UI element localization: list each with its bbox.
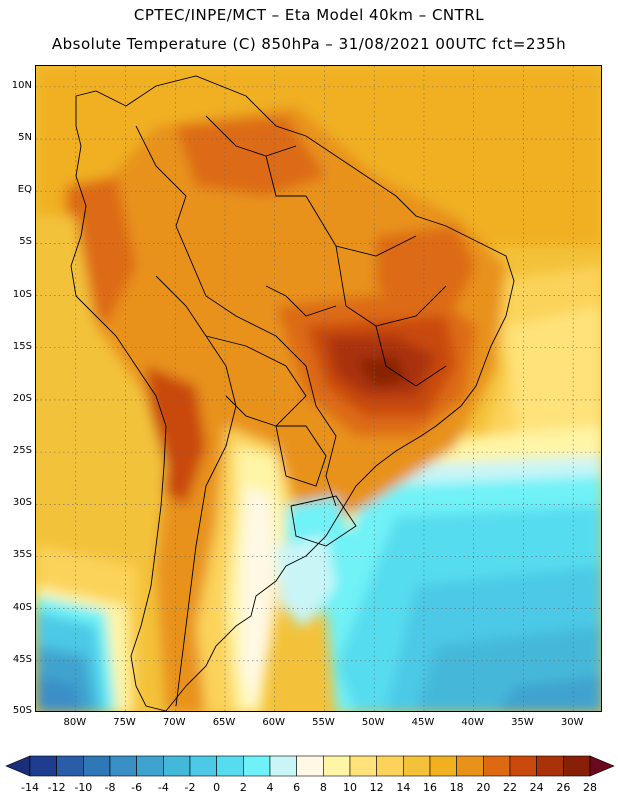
colorbar-label: 12: [370, 781, 384, 794]
latitude-label: 50S: [12, 705, 32, 716]
longitude-label: 50W: [361, 717, 385, 728]
colorbar-swatch: [403, 755, 431, 777]
latitude-label: 10N: [11, 79, 32, 91]
border-andes: [155, 275, 237, 707]
colorbar-swatch: [136, 755, 164, 777]
colorbar-swatch: [323, 755, 351, 777]
longitude-label: 65W: [212, 717, 236, 728]
longitude-label: 70W: [162, 717, 186, 728]
border-brazil-west: [175, 225, 337, 507]
colorbar-swatch: [456, 755, 484, 777]
latitude-label: 20S: [12, 392, 32, 404]
colorbar-swatch: [429, 755, 457, 777]
map-canvas: [36, 66, 601, 711]
temperature-map: [35, 65, 602, 712]
border-north-3: [265, 155, 306, 197]
border-bolivia: [205, 335, 307, 427]
colorbar-swatch: [56, 755, 84, 777]
colorbar-label: 14: [396, 781, 410, 794]
colorbar-swatch: [29, 755, 57, 777]
colorbar-label: -4: [158, 781, 169, 794]
longitude-label: 30W: [560, 717, 584, 728]
colorbar-label: 4: [267, 781, 274, 794]
colorbar-swatch: [349, 755, 377, 777]
border-uruguay: [290, 495, 357, 547]
colorbar-swatch: [216, 755, 244, 777]
colorbar-swatch: [163, 755, 191, 777]
colorbar-swatch: [109, 755, 137, 777]
colorbar-swatch: [563, 755, 591, 777]
colorbar-label: 10: [343, 781, 357, 794]
colorbar-label: 28: [583, 781, 597, 794]
latitude-label: 25S: [12, 445, 32, 457]
colorbar-low-arrow: [5, 755, 31, 777]
colorbar-swatch: [376, 755, 404, 777]
colorbar-label: 18: [450, 781, 464, 794]
border-brazil-states-4: [265, 285, 337, 317]
colorbar-label: 8: [320, 781, 327, 794]
longitude-label: 35W: [511, 717, 534, 728]
colorbar-label: -6: [131, 781, 142, 794]
colorbar-high-arrow: [589, 755, 615, 777]
colorbar-label: -10: [74, 781, 92, 794]
colorbar-swatch: [509, 755, 537, 777]
colorbar-label: 20: [476, 781, 490, 794]
chart-subtitle: Absolute Temperature (C) 850hPa – 31/08/…: [51, 35, 567, 53]
colorbar: -14 -12 -10 -8 -6 -4 -2 0 2 4 6 8 10 12 14 16 18 20 22 24 26…: [5, 755, 615, 794]
longitude-label: 80W: [63, 717, 87, 728]
latitude-label: 5N: [18, 132, 32, 144]
colorbar-swatch: [83, 755, 111, 777]
colorbar-swatch: [269, 755, 297, 777]
colorbar-label: 22: [503, 781, 517, 794]
latitude-label: 15S: [12, 340, 32, 352]
border-north-2: [135, 125, 187, 227]
border-north-1: [205, 115, 297, 157]
latitude-label: 45S: [12, 653, 32, 665]
colorbar-label: 6: [293, 781, 300, 794]
longitude-label: 55W: [312, 717, 335, 728]
latitude-label: 5S: [19, 236, 32, 248]
longitude-label: 60W: [262, 717, 286, 728]
colorbar-swatch: [296, 755, 324, 777]
latitude-label: EQ: [17, 184, 32, 196]
colorbar-label: -14: [21, 781, 39, 794]
colorbar-swatch: [483, 755, 511, 777]
latitude-label: 30S: [12, 497, 32, 509]
graticule: [36, 66, 601, 711]
colorbar-label: -8: [105, 781, 116, 794]
longitude-label: 40W: [461, 717, 484, 728]
colorbar-label: 0: [213, 781, 220, 794]
country-borders: [70, 75, 515, 711]
chart-title: CPTEC/INPE/MCT – Eta Model 40km – CNTRL: [133, 6, 485, 24]
colorbar-label: -12: [48, 781, 66, 794]
south-america-coastline: [70, 75, 515, 711]
longitude-label: 75W: [113, 717, 136, 728]
latitude-label: 10S: [12, 288, 32, 300]
longitude-label: 45W: [411, 717, 435, 728]
border-brazil-states-3: [375, 325, 447, 387]
colorbar-label: 26: [556, 781, 570, 794]
border-paraguay: [275, 425, 327, 487]
colorbar-label: 24: [530, 781, 544, 794]
border-brazil-states-1: [305, 195, 417, 257]
colorbar-label: 2: [240, 781, 247, 794]
colorbar-label: 16: [423, 781, 437, 794]
colorbar-label: -2: [185, 781, 196, 794]
colorbar-swatch: [243, 755, 271, 777]
colorbar-swatch: [536, 755, 564, 777]
colorbar-swatch: [189, 755, 217, 777]
latitude-label: 35S: [12, 549, 32, 561]
latitude-label: 40S: [12, 601, 32, 613]
